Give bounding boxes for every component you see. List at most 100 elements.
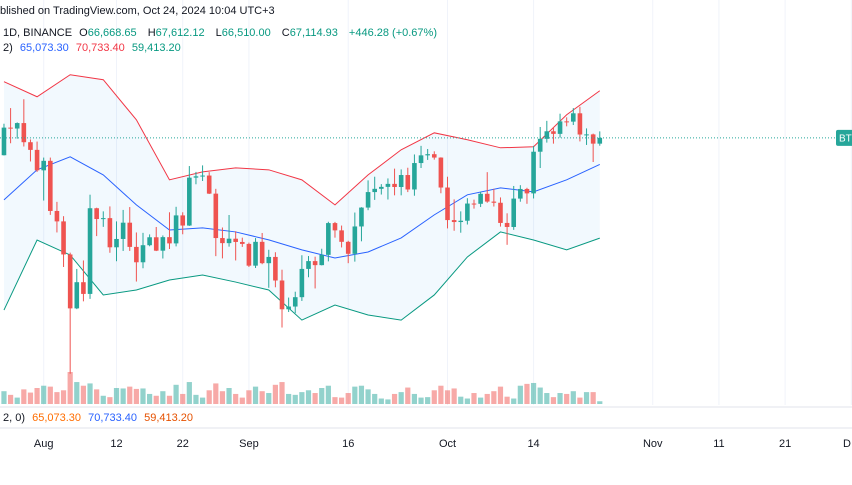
- volume-bar: [590, 392, 596, 404]
- volume-bar: [233, 393, 239, 404]
- vol-value: 65,073.30: [32, 412, 82, 424]
- candle-body: [200, 175, 205, 177]
- volume-bar: [345, 393, 351, 404]
- volume-bar: [120, 388, 126, 404]
- volume-bar: [186, 382, 192, 404]
- x-tick-label: Aug: [34, 438, 54, 450]
- ohlc-key: O: [79, 27, 88, 39]
- published-line: blished on TradingView.com, Oct 24, 2024…: [0, 5, 279, 17]
- volume-bar: [292, 394, 298, 404]
- x-tick-label: 11: [713, 438, 724, 450]
- ohlc-key: L: [215, 27, 222, 39]
- volume-bar: [517, 385, 523, 404]
- volume-bar: [391, 393, 398, 404]
- candle-body: [1, 127, 7, 156]
- candle-body: [153, 237, 159, 251]
- candle-body: [206, 175, 212, 194]
- volume-bar: [199, 397, 206, 404]
- candle-body: [345, 241, 351, 254]
- candle-body: [94, 208, 99, 220]
- bb-legend: 2) 65,073.30 70,733.40 59,413.20: [3, 42, 185, 54]
- candle-body: [187, 177, 192, 226]
- volume-bar: [438, 385, 444, 404]
- volume-bar: [239, 397, 245, 404]
- candle-body: [531, 151, 536, 194]
- x-tick-label: 14: [527, 438, 539, 450]
- candle-body: [359, 207, 364, 227]
- volume-bar: [87, 383, 93, 404]
- symbol: 1D, BINANCE: [3, 27, 73, 39]
- candle-body: [445, 187, 450, 221]
- grid: [43, 0, 852, 405]
- candle-body: [114, 238, 119, 248]
- x-tick-label: 21: [779, 438, 791, 450]
- volume-bar: [425, 397, 431, 404]
- volume-bar: [47, 386, 53, 404]
- candle-body: [518, 188, 523, 199]
- volume-bar: [451, 388, 457, 404]
- candle-body: [120, 222, 126, 239]
- volume-bar: [378, 398, 384, 404]
- volume-bar: [564, 393, 570, 404]
- candle-body: [458, 220, 464, 223]
- ohlc: L66,510.00: [216, 27, 275, 39]
- candle-body: [286, 306, 291, 310]
- ohlc-value: 66,510.00: [221, 27, 271, 39]
- candle-body: [54, 210, 60, 222]
- candle-body: [28, 142, 33, 150]
- volume-bar: [14, 397, 20, 404]
- ohlc: C67,114.93: [282, 27, 342, 39]
- candle-body: [226, 238, 232, 244]
- candle-body: [41, 160, 46, 171]
- candle-body: [34, 149, 40, 171]
- bb-params: 2): [3, 42, 13, 54]
- volume-bar: [252, 386, 259, 404]
- volume-bar: [173, 384, 179, 404]
- volume-bar: [246, 390, 252, 404]
- candle-body: [266, 256, 272, 264]
- volume-bar: [497, 386, 504, 404]
- candle-body: [425, 154, 430, 156]
- volume-bar: [332, 397, 338, 404]
- volume-bar: [491, 391, 497, 404]
- candle-body: [597, 137, 603, 144]
- candle-body: [319, 254, 325, 266]
- volume-bar: [259, 391, 265, 404]
- candle-body: [213, 193, 219, 239]
- volume-bar: [180, 393, 186, 404]
- price-label-box: [836, 129, 852, 146]
- volume-bar: [133, 388, 139, 404]
- volume-bar: [411, 393, 418, 404]
- candle-body: [379, 186, 384, 189]
- volume-bar: [352, 386, 358, 404]
- candle-body: [557, 121, 563, 134]
- candle-body: [220, 238, 225, 244]
- candle-body: [326, 223, 331, 255]
- candle-body: [292, 297, 298, 307]
- ohlc-legend: 1D, BINANCE O66,668.65 H67,612.12 L66,51…: [3, 27, 441, 39]
- candle-body: [14, 123, 20, 129]
- volume-bar: [312, 393, 318, 404]
- candle-body: [193, 176, 199, 178]
- volume-bar: [80, 385, 87, 404]
- candle-body: [233, 238, 238, 242]
- candle-body: [398, 175, 404, 188]
- volume-bar: [319, 388, 325, 404]
- candle-body: [173, 215, 179, 244]
- candle-body: [465, 203, 470, 221]
- volume-bar: [60, 390, 67, 404]
- candle-body: [511, 198, 517, 227]
- volume-bar: [530, 382, 537, 404]
- candle-body: [8, 127, 13, 129]
- volume-bar: [160, 391, 166, 404]
- volume-bar: [524, 383, 530, 404]
- volume-bar: [266, 393, 272, 404]
- candle-body: [239, 241, 245, 244]
- candle-body: [48, 160, 53, 211]
- candle-body: [140, 245, 146, 263]
- candle-body: [100, 218, 106, 220]
- candle-body: [279, 280, 285, 310]
- candle-body: [180, 215, 186, 226]
- volume-bar: [193, 394, 199, 404]
- volume-bar: [504, 396, 510, 404]
